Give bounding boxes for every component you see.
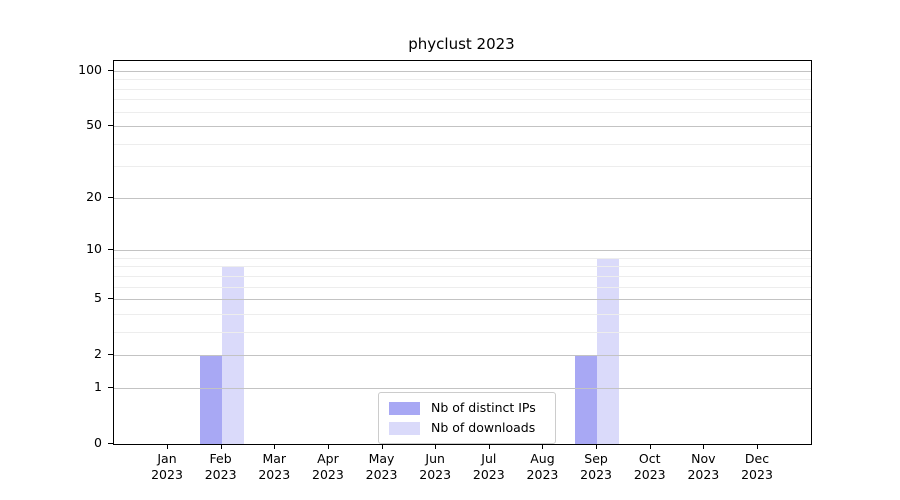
- x-tick-label-jul: Jul 2023: [472, 451, 505, 482]
- gridline-minor-90: [114, 79, 811, 81]
- y-tick-label-2: 2: [94, 346, 102, 362]
- x-tick-label-feb: Feb 2023: [204, 451, 237, 482]
- y-tick-2: [108, 354, 113, 355]
- legend-item-downloads: Nb of downloads: [379, 418, 555, 438]
- legend-swatch-downloads: [389, 421, 420, 435]
- x-tick-label-mar: Mar 2023: [258, 451, 291, 482]
- x-tick-aug: [542, 444, 543, 449]
- y-tick-label-20: 20: [86, 188, 102, 204]
- y-tick-5: [108, 298, 113, 299]
- gridline-minor-30: [114, 166, 811, 168]
- bar-nb-of-distinct-ips-feb: [199, 355, 222, 444]
- x-tick-sep: [596, 444, 597, 449]
- y-tick-label-100: 100: [78, 61, 102, 77]
- gridline-minor-70: [114, 99, 811, 101]
- gridline-minor-7: [114, 275, 811, 277]
- x-tick-label-may: May 2023: [365, 451, 398, 482]
- x-tick-jan: [167, 444, 168, 449]
- gridline-minor-60: [114, 111, 811, 113]
- x-tick-label-nov: Nov 2023: [687, 451, 720, 482]
- gridline-minor-3: [114, 331, 811, 333]
- y-tick-label-10: 10: [86, 241, 102, 257]
- bar-nb-of-downloads-feb: [221, 266, 244, 444]
- x-tick-label-oct: Oct 2023: [633, 451, 666, 482]
- legend-label-distinct-ips: Nb of distinct IPs: [431, 400, 536, 415]
- bar-nb-of-downloads-sep: [597, 257, 620, 444]
- x-tick-dec: [757, 444, 758, 449]
- bar-nb-of-distinct-ips-sep: [575, 355, 598, 444]
- y-tick-1: [108, 387, 113, 388]
- legend-item-distinct-ips: Nb of distinct IPs: [379, 398, 555, 418]
- y-tick-10: [108, 249, 113, 250]
- y-tick-20: [108, 197, 113, 198]
- x-tick-jun: [435, 444, 436, 449]
- gridline-minor-40: [114, 143, 811, 145]
- x-tick-jul: [489, 444, 490, 449]
- gridline-minor-80: [114, 88, 811, 90]
- gridline-major-50: [114, 126, 811, 128]
- legend-swatch-distinct-ips: [389, 401, 420, 415]
- x-tick-label-sep: Sep 2023: [580, 451, 612, 482]
- gridline-major-20: [114, 197, 811, 199]
- gridline-minor-6: [114, 286, 811, 288]
- y-tick-label-0: 0: [94, 435, 102, 450]
- gridline-minor-8: [114, 266, 811, 268]
- y-tick-0: [108, 443, 113, 444]
- y-tick-label-5: 5: [94, 290, 102, 306]
- gridline-major-1: [114, 387, 811, 389]
- x-tick-feb: [221, 444, 222, 449]
- y-tick-100: [108, 70, 113, 71]
- x-tick-label-aug: Aug 2023: [526, 451, 559, 482]
- gridline-major-10: [114, 250, 811, 252]
- x-tick-apr: [328, 444, 329, 449]
- legend-label-downloads: Nb of downloads: [431, 420, 536, 435]
- x-tick-oct: [650, 444, 651, 449]
- x-tick-label-jun: Jun 2023: [419, 451, 452, 482]
- x-tick-label-dec: Dec 2023: [741, 451, 773, 482]
- x-tick-nov: [703, 444, 704, 449]
- gridline-minor-4: [114, 313, 811, 315]
- x-tick-mar: [274, 444, 275, 449]
- legend: Nb of distinct IPs Nb of downloads: [378, 392, 556, 444]
- plot-area: [113, 60, 812, 445]
- x-tick-label-jan: Jan 2023: [151, 451, 183, 482]
- gridline-minor-9: [114, 257, 811, 259]
- gridline-major-5: [114, 299, 811, 301]
- x-tick-label-apr: Apr 2023: [312, 451, 344, 482]
- y-tick-label-50: 50: [86, 117, 102, 133]
- chart-title: phyclust 2023: [408, 35, 515, 53]
- gridline-major-100: [114, 70, 811, 72]
- y-tick-label-1: 1: [94, 378, 102, 394]
- x-tick-may: [382, 444, 383, 449]
- y-tick-50: [108, 125, 113, 126]
- gridline-major-2: [114, 355, 811, 357]
